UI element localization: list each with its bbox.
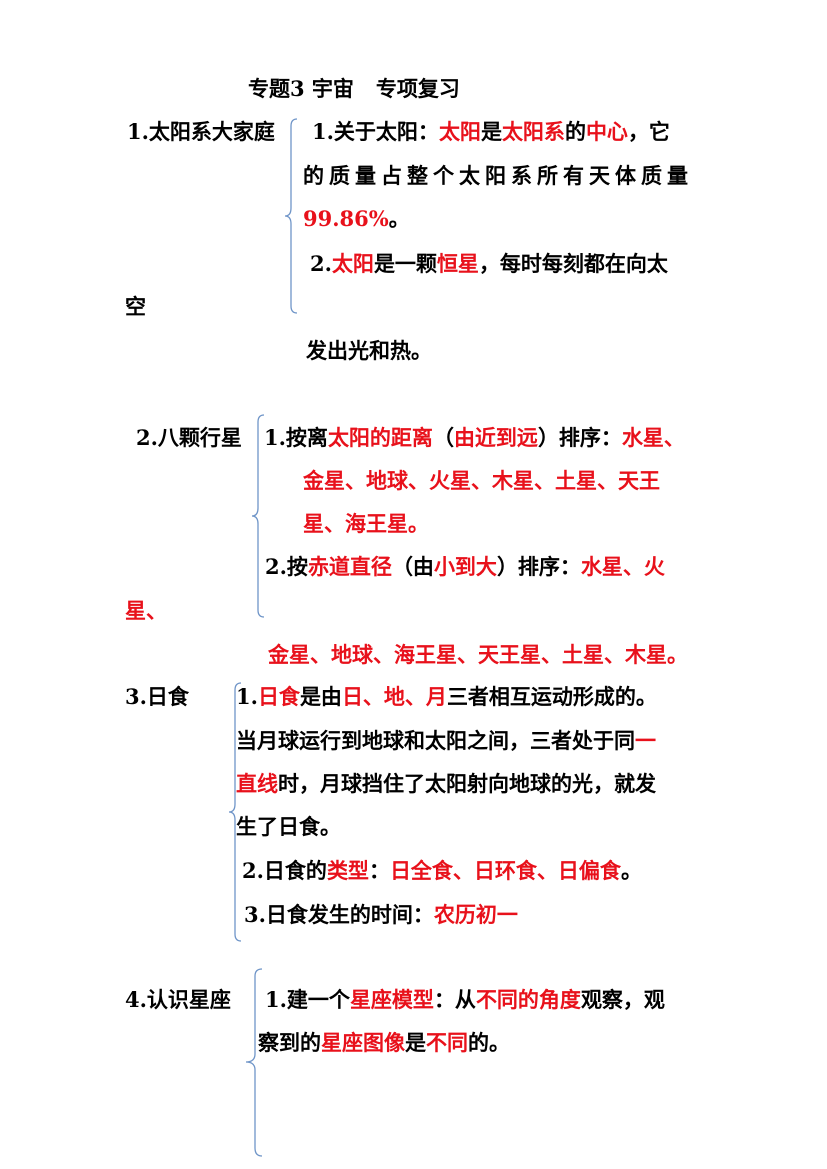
plain-text: 1.关于太阳：: [312, 119, 439, 144]
plain-text: 2.: [310, 251, 332, 276]
plain-text: 生了日食。: [236, 814, 341, 839]
plain-text: 1.建一个: [265, 987, 350, 1012]
section-3-line-3: 直线时，月球挡住了太阳射向地球的光，就发: [236, 770, 656, 798]
plain-text: ）排序：: [537, 425, 622, 450]
plain-text: 的。: [468, 1030, 510, 1055]
section-2-line-6: 金星、地球、海王星、天王星、土星、木星。: [268, 641, 688, 669]
plain-text: （: [432, 425, 454, 450]
plain-text: 1.: [236, 684, 258, 709]
section-1-line-2: 的质量占整个太阳系所有天体质量: [303, 162, 693, 190]
plain-text: 的质量占整个太阳系所有天体质量: [303, 163, 693, 188]
plain-text: 当月球运行到地球和太阳之间，三者处于同: [236, 728, 635, 753]
highlighted-text: 农历初一: [433, 902, 518, 927]
plain-text: ：: [368, 858, 390, 883]
page-title: 专题3 宇宙 专项复习: [248, 76, 460, 101]
section-4-line-2: 察到的星座图像是不同的。: [258, 1029, 510, 1057]
section-3-label: 3.日食: [125, 684, 189, 709]
section-3-line-1: 1.日食是由日、地、月三者相互运动形成的。: [236, 683, 657, 711]
plain-text: 是一颗: [373, 251, 437, 276]
highlighted-text: 直线: [236, 771, 278, 796]
plain-text: 是: [405, 1030, 426, 1055]
highlighted-text: 金星、地球、火星、木星、土星、天王: [303, 468, 660, 493]
plain-text: 3.日食发生的时间：: [244, 902, 434, 927]
highlighted-text: 不同的角度: [475, 987, 581, 1012]
section-1-label: 1.太阳系大家庭: [127, 119, 275, 144]
plain-text: 2.日食的: [242, 858, 327, 883]
highlighted-text: 由近到远: [453, 425, 538, 450]
section-2-line-4: 2.按赤道直径（由小到大）排序：水星、火: [265, 553, 665, 581]
highlighted-text: 水星、: [621, 425, 685, 450]
plain-text: 的: [564, 119, 586, 144]
highlighted-text: 日、地、月: [341, 684, 447, 709]
highlighted-text: 恒星: [436, 251, 479, 276]
section-1-line-4: 2.太阳是一颗恒星，每时每刻都在向太: [310, 250, 668, 278]
highlighted-text: 太阳系: [501, 119, 565, 144]
plain-text: 三者相互运动形成的。: [446, 684, 657, 709]
section-1-line-6: 发出光和热。: [306, 337, 432, 365]
plain-text: 1.按离: [264, 425, 328, 450]
section-1-line-3: 99.86%。: [303, 205, 410, 233]
plain-text: 发出光和热。: [306, 338, 432, 363]
plain-text: （由: [391, 554, 434, 579]
highlighted-text: 太阳: [438, 119, 481, 144]
section-4-brace: [245, 968, 263, 1157]
highlighted-text: 一: [635, 728, 656, 753]
section-2-line-1: 1.按离太阳的距离（由近到远）排序：水星、: [264, 424, 685, 452]
section-3-line-4: 生了日食。: [236, 813, 341, 841]
section-1-line-5: 空: [125, 293, 146, 321]
plain-text: 。: [620, 858, 642, 883]
section-3-brace: [228, 682, 242, 942]
highlighted-text: 水星、火: [580, 554, 665, 579]
section-2-line-3: 星、海王星。: [303, 510, 429, 538]
highlighted-text: 不同: [426, 1030, 468, 1055]
section-2-line-5: 星、: [125, 597, 167, 625]
highlighted-text: 日全食、日环食、日偏食: [389, 858, 621, 883]
plain-text: 2.按: [265, 554, 308, 579]
section-4-line-1: 1.建一个星座模型：从不同的角度观察，观: [265, 986, 665, 1014]
highlighted-text: 日食: [257, 684, 300, 709]
plain-text: 观察，观: [580, 987, 665, 1012]
highlighted-text: 星、: [125, 598, 167, 623]
plain-text: ，它: [627, 119, 670, 144]
plain-text: 。: [388, 206, 410, 231]
plain-text: ：从: [433, 987, 476, 1012]
section-3-line-6: 3.日食发生的时间：农历初一: [244, 901, 518, 929]
section-4-label: 4.认识星座: [125, 987, 231, 1012]
plain-text: ）排序：: [496, 554, 581, 579]
highlighted-text: 中心: [585, 119, 628, 144]
highlighted-text: 赤道直径: [307, 554, 392, 579]
highlighted-text: 星、海王星。: [303, 511, 429, 536]
highlighted-text: 99.86%: [303, 206, 389, 231]
section-2-label: 2.八颗行星: [136, 425, 242, 450]
section-1-line-1: 1.关于太阳：太阳是太阳系的中心，它: [312, 118, 670, 146]
plain-text: 是由: [299, 684, 342, 709]
highlighted-text: 金星、地球、海王星、天王星、土星、木星。: [268, 642, 688, 667]
section-3-line-2: 当月球运行到地球和太阳之间，三者处于同一: [236, 727, 656, 755]
plain-text: 空: [125, 294, 146, 319]
plain-text: ，每时每刻都在向太: [478, 251, 668, 276]
plain-text: 是: [480, 119, 502, 144]
section-2-line-2: 金星、地球、火星、木星、土星、天王: [303, 467, 660, 495]
section-2-brace: [251, 414, 265, 618]
highlighted-text: 类型: [326, 858, 369, 883]
plain-text: 时，月球挡住了太阳射向地球的光，就发: [278, 771, 656, 796]
highlighted-text: 太阳: [331, 251, 374, 276]
plain-text: 察到的: [258, 1030, 321, 1055]
highlighted-text: 小到大: [433, 554, 497, 579]
section-3-line-5: 2.日食的类型：日全食、日环食、日偏食。: [242, 857, 642, 885]
section-1-brace: [284, 118, 298, 314]
highlighted-text: 星座图像: [321, 1030, 405, 1055]
highlighted-text: 星座模型: [349, 987, 434, 1012]
highlighted-text: 太阳的距离: [327, 425, 433, 450]
